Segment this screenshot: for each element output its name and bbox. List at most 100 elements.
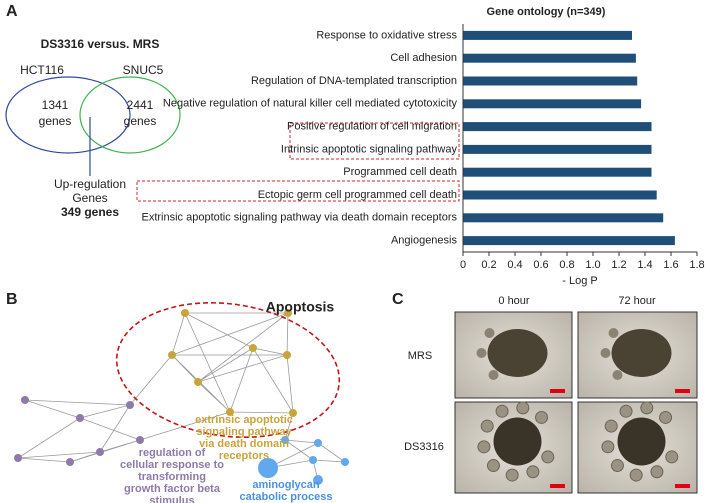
cluster-label: growth factor beta — [124, 483, 221, 495]
bud — [516, 401, 530, 415]
set-count: 2441 — [127, 98, 154, 112]
bud — [526, 465, 540, 479]
bud — [612, 370, 623, 380]
cluster-label: regulation of — [139, 447, 206, 459]
x-tick-label: 0.8 — [559, 259, 574, 271]
overlap-label: Genes — [72, 191, 107, 205]
cluster-label: extrinsic apoptotic — [195, 414, 293, 426]
bud — [619, 404, 633, 418]
x-tick-label: 1.2 — [611, 259, 626, 271]
bud — [608, 328, 619, 338]
bud — [665, 450, 679, 464]
category-label: Intrinsic apoptotic signaling pathway — [281, 143, 458, 155]
scale-bar — [675, 484, 690, 488]
bar — [463, 53, 636, 63]
set-circle — [79, 76, 181, 154]
nodes — [168, 309, 297, 417]
highlight-box — [136, 180, 460, 202]
category-label: Positive regulation of cell migration — [287, 121, 457, 133]
bar — [463, 190, 657, 200]
bar — [463, 144, 652, 154]
set-name: HCT116 — [20, 63, 64, 77]
x-tick-label: 0 — [460, 259, 466, 271]
cluster-label: cellular response to — [120, 459, 224, 471]
scale-bar — [550, 389, 565, 393]
category-label: Response to oxidative stress — [316, 29, 457, 41]
bud — [601, 440, 615, 454]
image — [454, 311, 573, 399]
cluster-label: signaling pathway — [196, 426, 292, 438]
column-label: 0 hour — [498, 295, 530, 307]
bud — [659, 410, 673, 424]
x-tick-label: 0.6 — [533, 259, 548, 271]
bud — [535, 410, 549, 424]
x-tick-label: 1.8 — [689, 259, 704, 271]
x-tick-label: 1.6 — [663, 259, 678, 271]
bud — [477, 440, 491, 454]
bar — [463, 30, 632, 40]
bar — [463, 76, 638, 86]
organoid — [487, 329, 548, 377]
bar-chart: Gene ontology (n=349) Response to oxidat… — [136, 6, 705, 287]
cluster-label: catabolic process — [240, 491, 333, 503]
nodes — [14, 396, 144, 466]
panel-label: C — [392, 291, 404, 308]
row-label: MRS — [408, 350, 432, 362]
bud — [629, 468, 643, 482]
x-axis-label: - Log P — [562, 275, 597, 287]
bud — [640, 401, 654, 415]
panel-label: A — [6, 3, 18, 20]
category-label: Cell adhesion — [390, 52, 457, 64]
scale-bar — [675, 389, 690, 393]
x-tick-label: 0.2 — [481, 259, 496, 271]
bud — [650, 465, 664, 479]
category-label: Extrinsic apoptotic signaling pathway vi… — [141, 212, 457, 224]
venn: DS3316 versus. MRS HCT116 SNUC5 1341 gen… — [5, 37, 181, 219]
cluster-outline — [115, 302, 341, 438]
row-label: DS3316 — [404, 441, 444, 453]
organoid — [611, 329, 672, 377]
cluster-label: transforming — [138, 471, 206, 483]
cluster-label: receptors — [219, 450, 269, 462]
set-name: SNUC5 — [123, 63, 164, 77]
panel-label: B — [6, 291, 18, 308]
bar — [463, 213, 664, 223]
x-tick-label: 1.4 — [637, 259, 652, 271]
bud — [505, 468, 519, 482]
bud — [604, 419, 618, 433]
micrographs — [454, 311, 698, 494]
organoid — [493, 417, 542, 466]
network-title: Apoptosis — [266, 299, 335, 315]
network — [14, 302, 349, 485]
bar — [463, 167, 652, 177]
category-label: Angiogenesis — [391, 235, 458, 247]
nodes — [258, 436, 349, 485]
scale-bar — [550, 484, 565, 488]
set-unit: genes — [124, 114, 157, 128]
column-label: 72 hour — [618, 295, 656, 307]
bud — [600, 348, 611, 358]
set-count: 1341 — [42, 98, 69, 112]
bar — [463, 122, 652, 132]
highlight-box — [289, 122, 460, 160]
bud — [495, 404, 509, 418]
bud — [488, 370, 499, 380]
overlap-count: 349 genes — [61, 205, 119, 219]
cluster-label: stimulus — [149, 495, 194, 503]
bar — [463, 236, 675, 246]
x-tick-label: 1.0 — [585, 259, 600, 271]
bud — [480, 419, 494, 433]
category-label: Ectopic germ cell programmed cell death — [258, 189, 457, 201]
bud — [486, 459, 500, 473]
venn-title: DS3316 versus. MRS — [41, 37, 160, 51]
overlap-label: Up-regulation — [54, 177, 126, 191]
bud — [610, 459, 624, 473]
bud — [541, 450, 555, 464]
x-tick-label: 0.4 — [507, 259, 522, 271]
category-label: Negative regulation of natural killer ce… — [163, 98, 458, 110]
organoid — [617, 417, 666, 466]
category-label: Programmed cell death — [343, 166, 457, 178]
category-label: Regulation of DNA-templated transcriptio… — [251, 75, 457, 87]
chart-title: Gene ontology (n=349) — [487, 6, 606, 18]
